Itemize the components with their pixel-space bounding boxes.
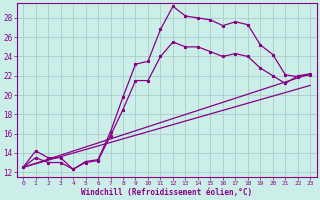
X-axis label: Windchill (Refroidissement éolien,°C): Windchill (Refroidissement éolien,°C)	[81, 188, 252, 197]
